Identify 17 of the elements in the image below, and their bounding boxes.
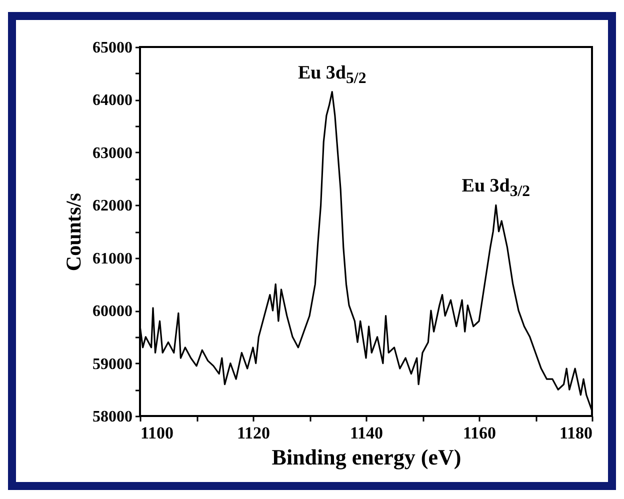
y-tick-label: 61000 [92,250,132,268]
x-tick-label: 1180 [559,424,592,442]
y-tick-label: 58000 [92,408,132,426]
y-tick-label: 60000 [92,303,132,320]
y-axis-title: Counts/s [62,192,86,272]
y-tick-label: 62000 [92,198,132,215]
y-tick-label: 64000 [92,92,132,110]
annotation: Eu 3d$_{3/2}$ [462,176,530,200]
y-tick-label: 59000 [92,356,132,373]
y-tick-label: 63000 [92,144,132,162]
annotation: Eu 3d$_{5/2}$ [298,62,366,87]
x-axis-title: Binding energy (eV) [272,444,462,470]
x-tick-label: 1100 [140,424,174,442]
x-tick-label: 1160 [462,424,496,442]
x-tick-label: 1120 [236,424,270,442]
x-tick-label: 1140 [350,424,384,442]
y-tick-label: 65000 [92,40,132,56]
